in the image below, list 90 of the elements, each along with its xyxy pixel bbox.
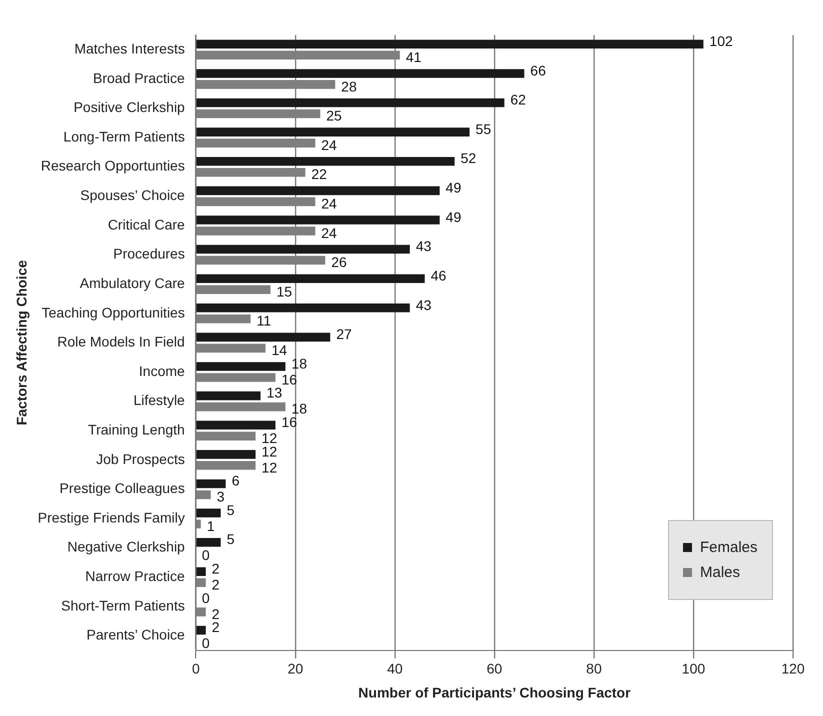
bar — [196, 567, 206, 576]
data-label: 43 — [416, 296, 432, 313]
legend-label: Females — [700, 539, 758, 556]
bar — [196, 391, 261, 400]
bar — [196, 98, 504, 108]
data-label: 28 — [341, 78, 357, 94]
x-tick-label: 120 — [781, 660, 805, 677]
y-tick-label: Parents’ Choice — [86, 626, 186, 643]
data-label: 5 — [226, 531, 235, 548]
data-label: 27 — [336, 326, 352, 342]
data-label: 24 — [321, 196, 338, 212]
data-label: 12 — [262, 459, 278, 476]
y-tick-label: Job Prospects — [96, 450, 185, 467]
bar — [196, 69, 524, 78]
data-label: 12 — [262, 430, 278, 446]
bar — [196, 274, 425, 283]
data-label: 25 — [326, 108, 342, 124]
data-label: 3 — [216, 488, 225, 505]
y-tick-label: Prestige Friends Family — [38, 509, 185, 526]
y-tick-label: Procedures — [113, 246, 185, 262]
bar — [196, 156, 455, 166]
bar — [196, 538, 221, 547]
data-label: 24 — [321, 136, 338, 153]
bar — [196, 362, 286, 371]
y-tick-label: Critical Care — [108, 216, 186, 232]
x-tick-label: 40 — [387, 660, 403, 677]
data-label: 2 — [212, 619, 220, 636]
bar — [196, 450, 256, 459]
data-label: 46 — [430, 267, 447, 284]
bar — [196, 40, 704, 49]
bar — [196, 216, 440, 224]
data-label: 49 — [446, 180, 462, 196]
x-tick-label: 20 — [288, 660, 304, 677]
y-tick-label: Matches Interests — [74, 40, 185, 57]
y-tick-label: Spouses’ Choice — [80, 187, 186, 204]
bar — [196, 420, 276, 430]
data-label: 11 — [256, 312, 272, 329]
data-label: 14 — [272, 342, 288, 358]
data-label: 24 — [321, 224, 338, 241]
x-tick-label: 100 — [682, 660, 706, 677]
data-label: 6 — [232, 472, 240, 489]
y-tick-label: Positive Clerkship — [74, 99, 186, 116]
data-label: 1 — [206, 518, 215, 534]
y-tick-label: Narrow Practice — [85, 568, 186, 584]
data-label: 0 — [202, 635, 210, 652]
bar — [196, 244, 410, 254]
y-tick-label: Short-Term Patients — [61, 597, 185, 614]
bar — [196, 508, 221, 518]
data-label: 49 — [446, 208, 462, 225]
y-tick-label: Ambulatory Care — [80, 274, 186, 291]
bar — [196, 332, 330, 342]
data-label: 22 — [311, 166, 328, 182]
data-label: 2 — [212, 606, 220, 622]
data-label: 2 — [212, 576, 220, 592]
data-label: 5 — [226, 502, 235, 518]
y-tick-label: Role Models In Field — [57, 334, 185, 350]
y-axis-title: Factors Affecting Choice — [13, 260, 30, 426]
legend-label: Males — [700, 564, 740, 582]
bar — [196, 479, 226, 488]
y-tick-label: Negative Clerkship — [67, 538, 186, 555]
data-label: 62 — [510, 92, 526, 108]
x-tick-label: 0 — [192, 660, 200, 677]
data-label: 43 — [416, 238, 432, 254]
data-label: 41 — [406, 49, 422, 66]
data-label: 0 — [202, 547, 210, 564]
y-tick-label: Lifestyle — [133, 392, 186, 408]
data-label: 13 — [266, 384, 282, 401]
bar — [196, 186, 440, 196]
data-label: 52 — [460, 150, 476, 166]
data-label: 2 — [212, 560, 220, 577]
y-tick-label: Research Opportunties — [40, 158, 185, 174]
y-tick-label: Training Length — [88, 421, 185, 438]
data-label: 55 — [476, 120, 492, 137]
data-label: 0 — [202, 590, 210, 606]
data-label: 12 — [262, 443, 278, 460]
y-tick-label: Broad Practice — [93, 70, 186, 86]
y-tick-label: Prestige Colleagues — [60, 480, 185, 496]
y-tick-label: Teaching Opportunities — [42, 304, 185, 320]
x-axis-title: Number of Participants’ Choosing Factor — [358, 684, 632, 700]
data-label: 26 — [331, 254, 348, 270]
data-label: 102 — [709, 33, 733, 50]
bar — [196, 304, 410, 312]
data-label: 66 — [530, 62, 546, 78]
y-tick-label: Long-Term Patients — [63, 128, 185, 144]
bar — [196, 128, 470, 136]
y-tick-label: Income — [138, 362, 186, 379]
bar — [196, 626, 206, 635]
data-label: 15 — [276, 283, 292, 300]
x-tick-label: 60 — [486, 660, 502, 677]
x-tick-label: 80 — [586, 660, 602, 677]
